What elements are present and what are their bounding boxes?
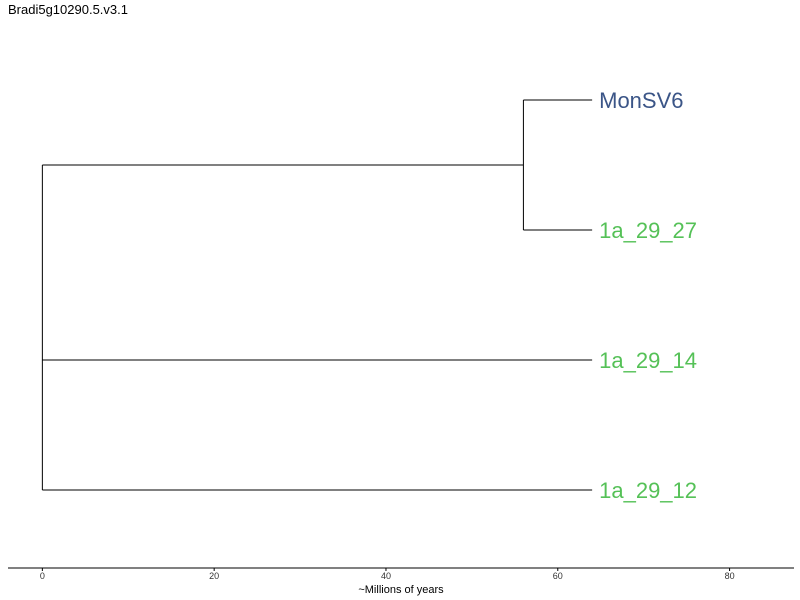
x-tick-label: 60 [553,571,563,581]
x-axis: 0 20 40 60 80 ~Millions of years [8,567,794,596]
x-axis-ticks: 0 20 40 60 80 [40,568,735,581]
x-tick-label: 0 [40,571,45,581]
x-tick-label: 80 [725,571,735,581]
leaf-label: 1a_29_27 [599,218,697,243]
page-title: Bradi5g10290.5.v3.1 [8,2,128,17]
leaf-label: 1a_29_14 [599,348,697,373]
x-tick-label: 40 [381,571,391,581]
x-tick-label: 20 [209,571,219,581]
x-axis-label: ~Millions of years [358,584,444,596]
branches [41,99,593,491]
leaf-label: MonSV6 [599,88,683,113]
leaf-label: 1a_29_12 [599,478,697,503]
leaf-labels: MonSV6 1a_29_27 1a_29_14 1a_29_12 [599,88,697,503]
